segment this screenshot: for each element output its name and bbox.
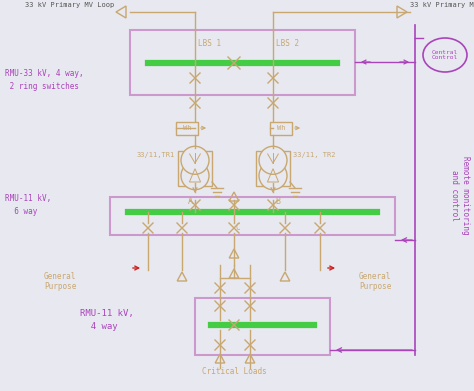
- Text: 33 kV Primary MV Loop: 33 kV Primary MV Loop: [410, 2, 474, 8]
- Text: 33/11,TR1: 33/11,TR1: [137, 152, 175, 158]
- Circle shape: [259, 146, 287, 174]
- Text: Critical Loads: Critical Loads: [201, 368, 266, 377]
- Bar: [110, 197, 395, 235]
- Bar: [130, 30, 355, 95]
- Text: Central
Control: Central Control: [432, 50, 458, 60]
- Text: 33/11, TR2: 33/11, TR2: [293, 152, 336, 158]
- Bar: [176, 122, 198, 135]
- Text: Remote monitoring
and control: Remote monitoring and control: [450, 156, 470, 234]
- Text: C: C: [236, 224, 241, 233]
- Text: RMU-11 kV,
  4 way: RMU-11 kV, 4 way: [80, 309, 134, 331]
- Text: A: A: [188, 197, 193, 206]
- Circle shape: [181, 162, 209, 190]
- Text: 33 kV Primary MV Loop: 33 kV Primary MV Loop: [25, 2, 114, 8]
- Bar: [178, 151, 212, 185]
- Text: RMU-33 kV, 4 way,
 2 ring switches: RMU-33 kV, 4 way, 2 ring switches: [5, 69, 83, 91]
- Circle shape: [181, 146, 209, 174]
- Text: General
Purpose: General Purpose: [44, 272, 76, 291]
- Bar: [195, 298, 330, 355]
- Text: Wh: Wh: [183, 125, 191, 131]
- Bar: [270, 122, 292, 135]
- Text: General
Purpose: General Purpose: [359, 272, 391, 291]
- Text: RMU-11 kV,
  6 way: RMU-11 kV, 6 way: [5, 194, 51, 216]
- Text: LBS 2: LBS 2: [276, 38, 299, 47]
- Text: B: B: [275, 197, 280, 206]
- Circle shape: [259, 162, 287, 190]
- Text: LBS 1: LBS 1: [198, 38, 221, 47]
- Text: Wh: Wh: [277, 125, 285, 131]
- Bar: [256, 151, 290, 185]
